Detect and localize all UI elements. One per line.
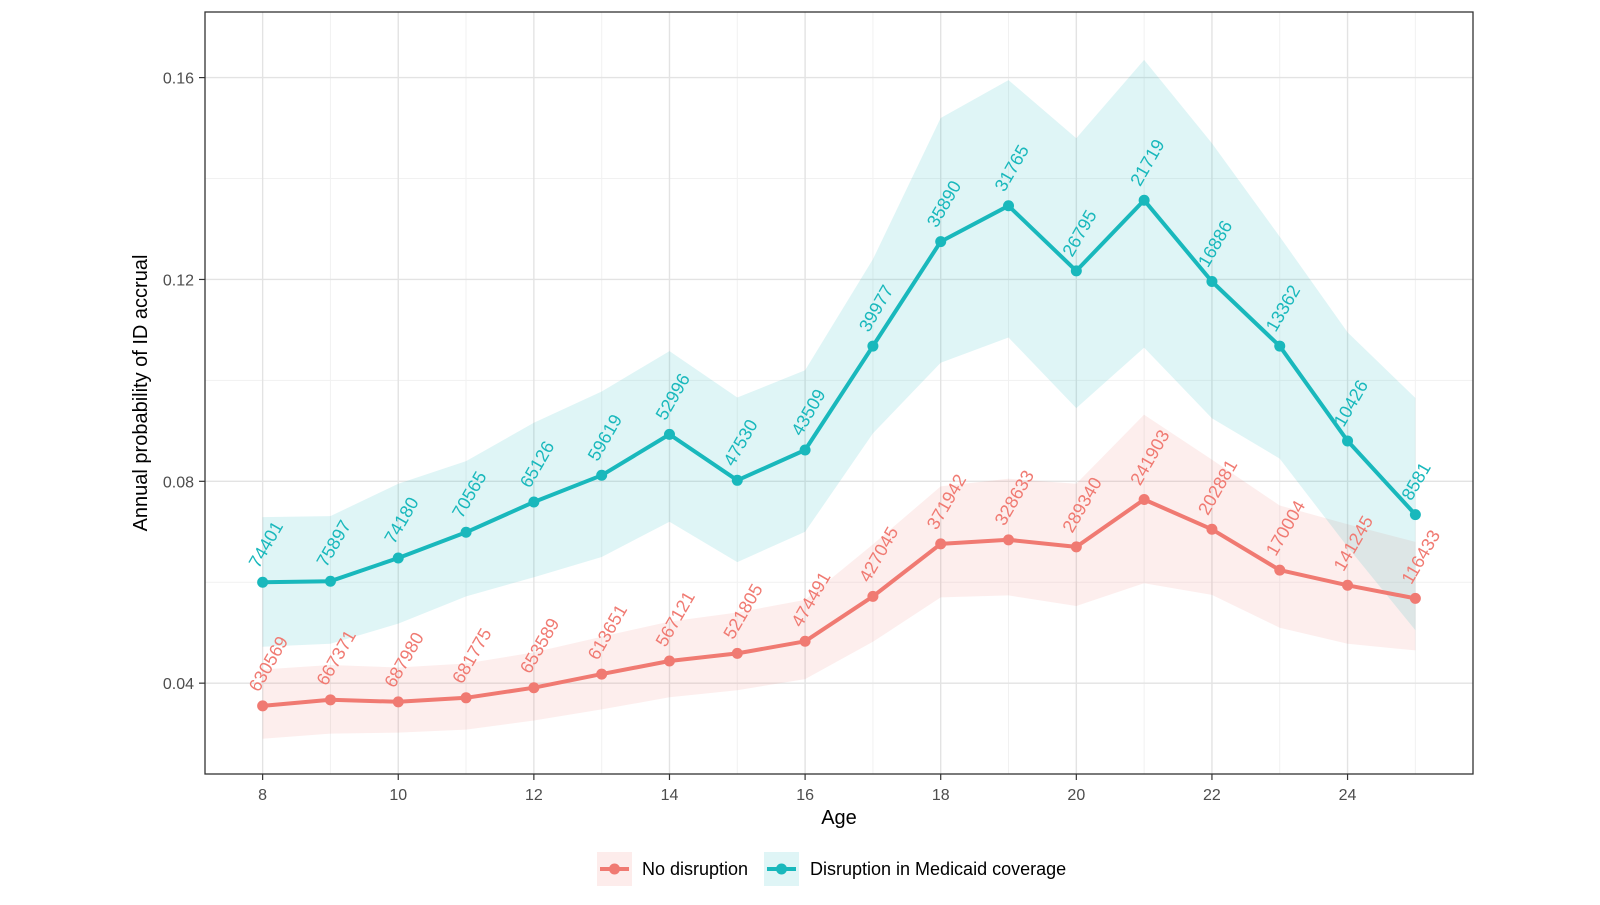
data-point bbox=[528, 496, 540, 508]
x-tick-label: 10 bbox=[389, 787, 407, 804]
legend: No disruption Disruption in Medicaid cove… bbox=[597, 852, 1066, 886]
data-point bbox=[1138, 194, 1150, 206]
legend-key-point bbox=[609, 863, 620, 875]
x-axis-title: Age bbox=[821, 807, 857, 829]
series-points bbox=[257, 194, 1421, 712]
data-point bbox=[596, 469, 608, 481]
data-point bbox=[1342, 435, 1354, 447]
x-tick-label: 8 bbox=[258, 787, 267, 804]
data-point bbox=[799, 444, 811, 456]
data-point bbox=[460, 692, 472, 704]
axes: 8 10 12 14 16 18 20 22 24 0.04 0.08 0.12 0.16 bbox=[163, 71, 1357, 804]
data-point bbox=[867, 340, 879, 352]
y-tick-label: 0.04 bbox=[163, 676, 194, 693]
grid-layer bbox=[205, 12, 1473, 774]
data-point bbox=[392, 552, 404, 564]
data-point bbox=[324, 694, 336, 706]
x-tick-label: 18 bbox=[932, 787, 950, 804]
data-point bbox=[799, 635, 811, 647]
data-point bbox=[1070, 541, 1082, 553]
data-point bbox=[392, 696, 404, 708]
data-point bbox=[867, 590, 879, 602]
series-line bbox=[262, 198, 1417, 585]
data-point bbox=[1003, 534, 1015, 546]
data-point bbox=[1409, 592, 1421, 604]
data-point bbox=[596, 668, 608, 680]
x-tick-label: 24 bbox=[1339, 787, 1357, 804]
data-point bbox=[1206, 523, 1218, 535]
data-point bbox=[1070, 265, 1082, 277]
y-tick-label: 0.16 bbox=[163, 71, 194, 88]
x-tick-label: 14 bbox=[661, 787, 679, 804]
y-tick-label: 0.12 bbox=[163, 272, 194, 289]
x-tick-label: 16 bbox=[796, 787, 814, 804]
data-point bbox=[1409, 509, 1421, 521]
x-tick-label: 12 bbox=[525, 787, 543, 804]
series-lines bbox=[262, 198, 1417, 708]
data-point bbox=[663, 655, 675, 667]
confidence-band bbox=[262, 414, 1416, 739]
data-point bbox=[935, 236, 947, 248]
data-point bbox=[935, 538, 947, 550]
series-line bbox=[262, 497, 1416, 708]
data-point bbox=[528, 682, 540, 694]
data-point bbox=[1003, 200, 1015, 212]
confidence-band bbox=[262, 59, 1416, 647]
data-point bbox=[663, 428, 675, 440]
data-point bbox=[731, 474, 743, 486]
data-point bbox=[731, 647, 743, 659]
y-axis-title: Annual probability of ID accrual bbox=[130, 255, 152, 532]
x-tick-label: 22 bbox=[1203, 787, 1221, 804]
data-point bbox=[460, 526, 472, 538]
data-point bbox=[1274, 564, 1286, 576]
data-point bbox=[1206, 275, 1218, 287]
x-tick-label: 20 bbox=[1067, 787, 1085, 804]
data-point bbox=[324, 575, 336, 587]
legend-label: Disruption in Medicaid coverage bbox=[810, 859, 1066, 879]
legend-key-point bbox=[776, 863, 787, 875]
confidence-bands bbox=[262, 59, 1416, 739]
data-point bbox=[257, 576, 269, 588]
y-tick-label: 0.08 bbox=[163, 474, 194, 491]
data-point bbox=[1342, 579, 1354, 591]
panel-border bbox=[204, 11, 1474, 775]
legend-label: No disruption bbox=[642, 859, 748, 879]
data-point bbox=[257, 700, 269, 712]
data-point bbox=[1274, 340, 1286, 352]
data-point bbox=[1138, 493, 1150, 505]
